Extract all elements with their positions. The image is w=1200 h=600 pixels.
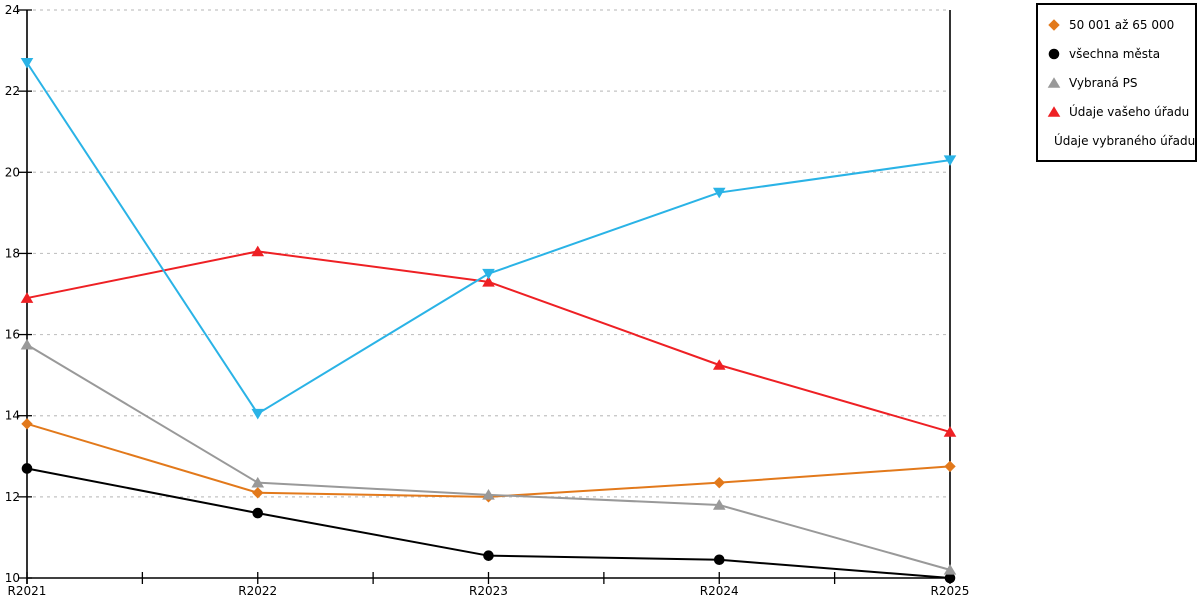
legend-marker bbox=[1048, 48, 1060, 59]
data-point bbox=[251, 476, 265, 488]
legend-label: Vybraná PS bbox=[1069, 75, 1138, 90]
circle-legend-icon bbox=[1048, 48, 1060, 59]
data-point bbox=[20, 338, 34, 350]
data-point bbox=[20, 57, 34, 69]
x-tick-label: R2024 bbox=[700, 584, 739, 598]
data-point bbox=[21, 463, 33, 474]
legend-label: 50 001 až 65 000 bbox=[1069, 17, 1175, 32]
x-tick-label: R2025 bbox=[931, 584, 970, 598]
legend-item: Údaje vybraného úřadu bbox=[1047, 126, 1195, 155]
series-line-4 bbox=[26, 61, 951, 415]
data-point bbox=[482, 276, 495, 287]
legend-label: všechna města bbox=[1069, 46, 1161, 61]
y-tick-label: 10 bbox=[5, 571, 20, 585]
data-point bbox=[944, 572, 956, 584]
legend-marker bbox=[1047, 105, 1061, 117]
data-point bbox=[943, 564, 957, 575]
data-point bbox=[944, 460, 956, 473]
data-point bbox=[943, 426, 957, 437]
y-tick-label: 24 bbox=[5, 3, 20, 17]
series-line-2 bbox=[26, 343, 951, 571]
x-tick-label: R2023 bbox=[469, 584, 508, 598]
chart-legend: 50 001 až 65 000 všechna města Vybraná PS Ú… bbox=[1036, 3, 1197, 162]
data-point bbox=[713, 554, 725, 566]
triangle-up-legend-icon bbox=[1047, 76, 1061, 88]
legend-item: 50 001 až 65 000 bbox=[1047, 10, 1191, 39]
data-point bbox=[482, 489, 495, 500]
data-point bbox=[21, 418, 33, 430]
data-point bbox=[251, 408, 265, 420]
y-tick-label: 20 bbox=[5, 165, 20, 179]
data-point bbox=[20, 292, 34, 303]
x-tick-label: R2022 bbox=[238, 584, 277, 598]
data-point bbox=[482, 268, 495, 280]
legend-item: Vybraná PS bbox=[1047, 68, 1191, 97]
y-tick-label: 12 bbox=[5, 490, 20, 504]
series-line-1 bbox=[26, 467, 951, 579]
legend-label: Údaje vašeho úřadu bbox=[1069, 104, 1190, 119]
data-point bbox=[943, 155, 957, 166]
data-point bbox=[712, 359, 726, 370]
legend-marker bbox=[1047, 76, 1061, 88]
legend-marker bbox=[1048, 18, 1060, 31]
y-tick-label: 14 bbox=[5, 409, 20, 423]
data-point bbox=[712, 499, 726, 510]
y-tick-label: 22 bbox=[5, 84, 20, 98]
legend-label: Údaje vybraného úřadu bbox=[1054, 133, 1196, 148]
legend-item: Údaje vašeho úřadu bbox=[1047, 97, 1191, 126]
x-tick-label: R2021 bbox=[8, 584, 47, 598]
data-point bbox=[712, 187, 726, 199]
data-point bbox=[483, 550, 494, 561]
y-tick-label: 16 bbox=[5, 328, 20, 342]
legend-item: všechna města bbox=[1047, 39, 1191, 68]
data-point bbox=[713, 476, 725, 489]
data-point bbox=[251, 245, 265, 257]
diamond-legend-icon bbox=[1048, 18, 1060, 31]
data-point bbox=[252, 487, 264, 499]
triangle-up-legend-icon bbox=[1047, 105, 1061, 117]
data-point bbox=[252, 507, 264, 519]
series-line-0 bbox=[26, 422, 951, 498]
y-tick-label: 18 bbox=[5, 246, 20, 260]
